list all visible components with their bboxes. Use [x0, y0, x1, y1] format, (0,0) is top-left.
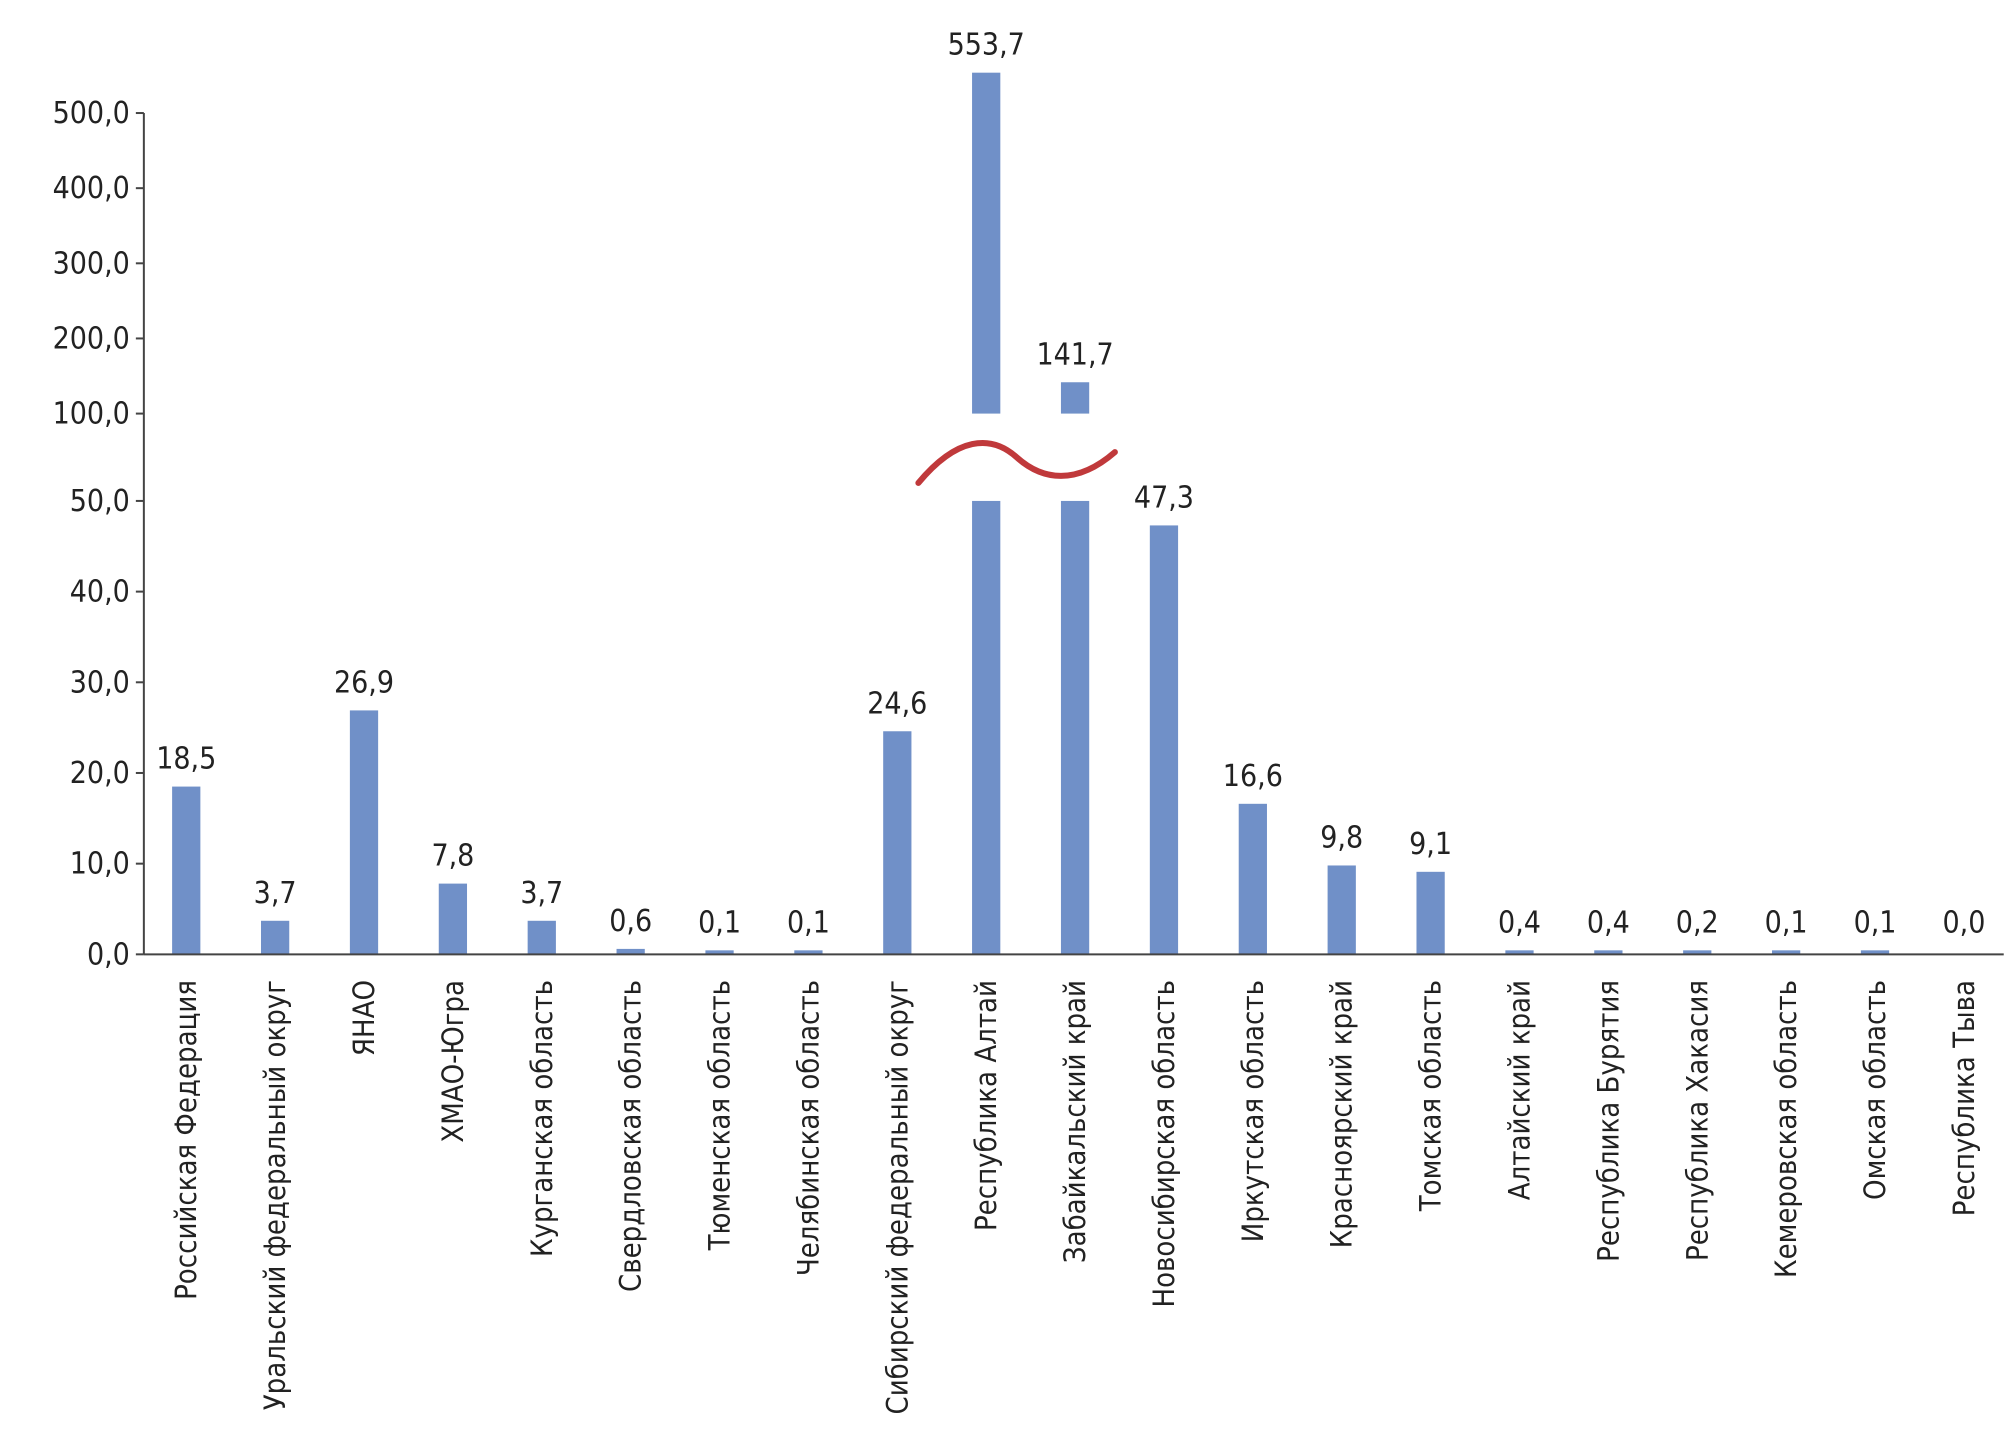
bar-upper-segment — [1060, 382, 1090, 414]
data-label: 0,1 — [787, 905, 830, 940]
category-label: Омская область — [1858, 980, 1892, 1200]
category-label: ЯНАО — [347, 980, 381, 1056]
bar — [172, 786, 201, 955]
data-label: 553,7 — [948, 28, 1025, 63]
category-label: Томская область — [1414, 980, 1448, 1212]
category-label: Кемеровская область — [1769, 980, 1803, 1278]
data-label: 0,4 — [1587, 905, 1630, 940]
x-axis: Российская Федерация Уральский федеральны… — [143, 953, 2004, 1414]
data-label: 18,5 — [156, 742, 216, 777]
data-label: 3,7 — [254, 876, 297, 911]
bar — [438, 883, 468, 955]
y-tick-label: 50,0 — [70, 484, 130, 519]
data-label: 16,6 — [1223, 759, 1283, 794]
category-label: Республика Бурятия — [1591, 980, 1625, 1262]
bar — [1416, 871, 1445, 955]
bar — [794, 950, 823, 955]
y-tick-label: 100,0 — [53, 397, 130, 432]
bar — [1860, 950, 1890, 955]
bar — [883, 731, 912, 955]
y-tick-label: 10,0 — [70, 847, 130, 882]
category-label: Российская Федерация — [169, 980, 203, 1300]
data-label: 0,1 — [698, 905, 741, 940]
data-label: 0,6 — [609, 904, 652, 939]
data-label: 24,6 — [867, 686, 927, 721]
category-label: Забайкальский край — [1058, 980, 1092, 1263]
category-label: Свердловская область — [614, 980, 648, 1292]
data-label: 0,1 — [1854, 905, 1897, 940]
category-label: Курганская область — [525, 980, 559, 1257]
y-tick-label: 20,0 — [70, 756, 130, 791]
y-tick-label: 30,0 — [70, 665, 130, 700]
data-label: 0,4 — [1498, 905, 1541, 940]
bar — [705, 950, 734, 955]
y-tick-label: 300,0 — [53, 246, 130, 281]
category-label: Новосибирская область — [1147, 980, 1181, 1308]
axis-break-mark — [915, 440, 1118, 486]
data-label: 9,8 — [1320, 820, 1363, 855]
data-label: 9,1 — [1409, 827, 1452, 862]
category-label: Республика Алтай — [969, 980, 1003, 1231]
y-axis: 0,0 10,0 20,0 30,0 40,0 50,0 100,0 200,0 300,0 40… — [53, 96, 145, 972]
bar — [1683, 950, 1712, 955]
bar — [1149, 525, 1179, 955]
y-tick-label: 0,0 — [87, 937, 130, 972]
category-label: Республика Хакасия — [1680, 980, 1714, 1261]
bars: 18,5 3,7 26,9 7,8 3,7 0,6 0,1 0,1 24,6 553,7 141,7… — [156, 28, 1985, 955]
category-label: Челябинская область — [791, 980, 825, 1276]
bar — [1327, 865, 1356, 955]
category-label: ХМАО-Югра — [436, 980, 470, 1143]
category-label: Иркутская область — [1236, 980, 1270, 1242]
bar — [1505, 950, 1534, 955]
y-tick-label: 200,0 — [53, 321, 130, 356]
bar — [527, 920, 556, 955]
data-label: 26,9 — [334, 665, 394, 700]
category-label: Красноярский край — [1325, 980, 1359, 1248]
data-label: 3,7 — [520, 876, 563, 911]
bar-upper-segment — [972, 72, 1001, 414]
data-label: 0,1 — [1765, 905, 1808, 940]
bar — [1772, 950, 1801, 955]
data-label: 7,8 — [431, 839, 474, 874]
bar — [616, 948, 645, 955]
y-tick-label: 40,0 — [70, 575, 130, 610]
category-label: Сибирский федеральный округ — [880, 980, 914, 1414]
bar-lower-segment — [1060, 500, 1090, 955]
y-tick-label: 500,0 — [53, 96, 130, 131]
category-label: Республика Тыва — [1947, 980, 1981, 1216]
y-tick-label: 400,0 — [53, 171, 130, 206]
bar — [1238, 803, 1267, 955]
bar-lower-segment — [972, 500, 1001, 955]
data-label: 141,7 — [1036, 337, 1113, 372]
data-label: 47,3 — [1134, 480, 1194, 515]
data-label: 0,2 — [1676, 905, 1719, 940]
data-label: 0,0 — [1942, 905, 1985, 940]
category-label: Тюменская область — [703, 980, 737, 1251]
bar — [260, 920, 290, 955]
category-label: Уральский федеральный округ — [258, 980, 292, 1410]
bar — [349, 710, 379, 955]
bar — [1594, 950, 1623, 955]
category-label: Алтайский край — [1502, 980, 1536, 1200]
axis-break-curve — [915, 440, 1118, 486]
